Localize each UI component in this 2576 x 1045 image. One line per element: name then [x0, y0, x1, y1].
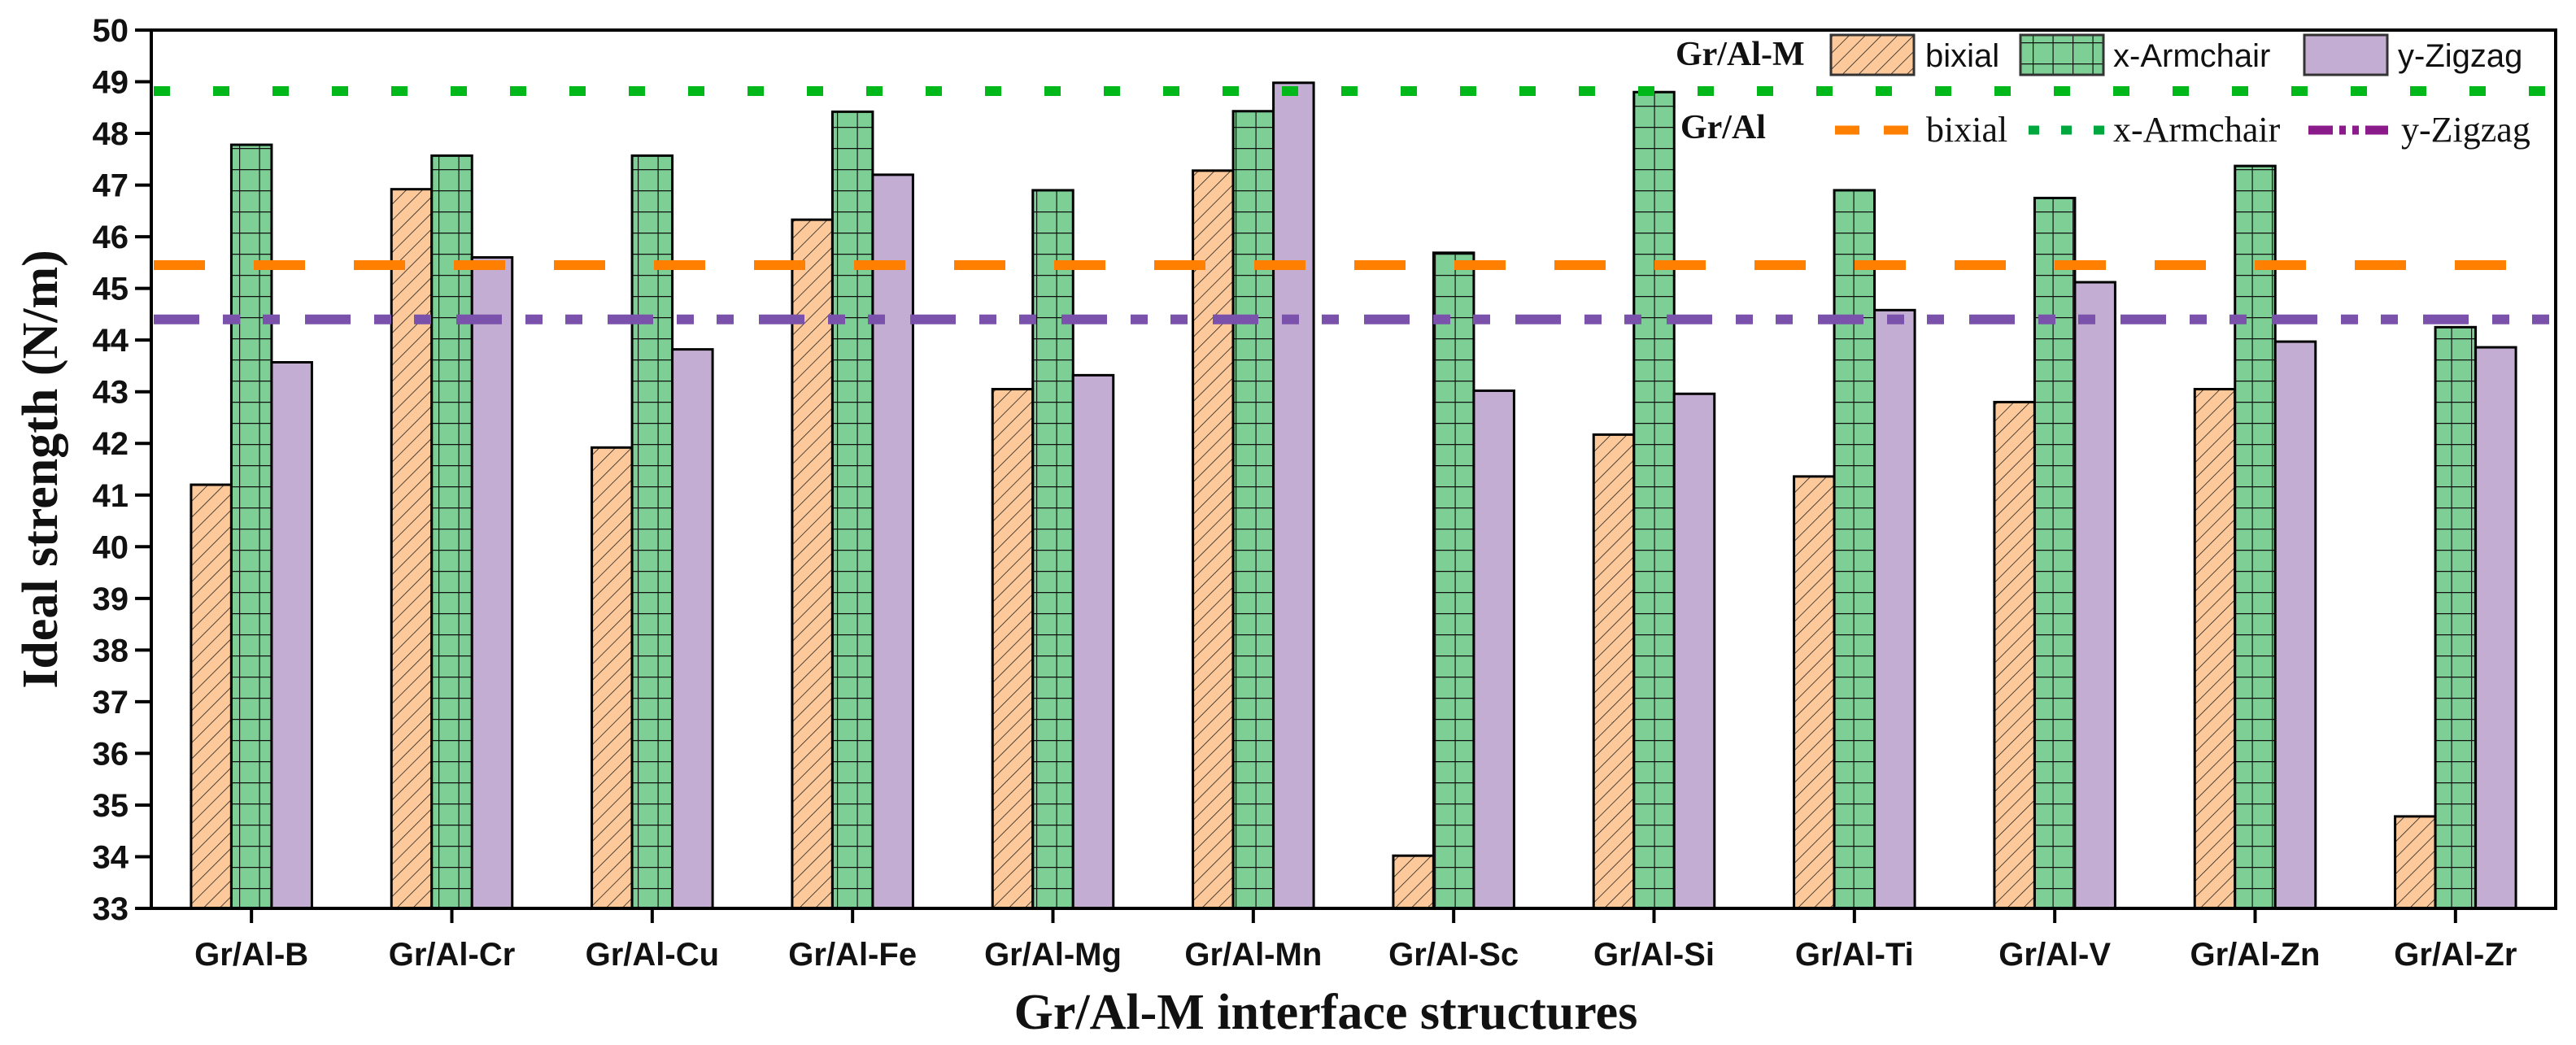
y-tick-label: 50: [93, 13, 129, 49]
bar-x-armchair-gr-al-si: [1632, 90, 1676, 910]
bar-y-zigzag-gr-al-si: [1672, 392, 1716, 910]
bars-layer: [190, 81, 2517, 910]
legend-swatch-bixial: [1829, 33, 1916, 76]
legend-swatch-x-armchair: [2019, 33, 2105, 76]
y-tick-label: 36: [93, 736, 129, 772]
bar-bixial-gr-al-zr: [2394, 815, 2437, 910]
bar-x-armchair-gr-al-sc: [1432, 251, 1475, 910]
x-tick-label: Gr/Al-Cu: [586, 937, 719, 973]
bar-y-zigzag-gr-al-fe: [871, 173, 914, 910]
y-tick-label: 49: [93, 65, 129, 101]
bar-bixial-gr-al-zn: [2193, 388, 2237, 910]
bar-bixial-gr-al-v: [1993, 400, 2036, 910]
y-tick-label: 43: [93, 375, 129, 411]
y-tick-label: 37: [93, 685, 129, 721]
legend: Gr/Al-M bixial x-Armchair y-Zigzag Gr/Al bixi…: [1676, 33, 2530, 150]
x-tick-label: Gr/Al-Mn: [1184, 937, 1322, 973]
bar-bixial-gr-al-cu: [591, 446, 634, 910]
y-tick-label: 46: [93, 220, 129, 255]
bar-x-armchair-gr-al-mn: [1231, 110, 1275, 910]
y-tick-label: 39: [93, 581, 129, 617]
axes-layer: Gr/Al-B Gr/Al-Cr Gr/Al-Cu Gr/Al-Fe Gr/Al-Mg G…: [93, 13, 2557, 973]
bar-bixial-gr-al-cr: [390, 188, 434, 910]
bar-y-zigzag-gr-al-b: [270, 360, 313, 910]
legend-group-title-gr-al: Gr/Al: [1680, 109, 1766, 146]
x-tick-label: Gr/Al-V: [1998, 937, 2111, 973]
bar-x-armchair-gr-al-v: [2033, 196, 2077, 910]
bar-y-zigzag-gr-al-sc: [1472, 389, 1515, 910]
reference-lines-layer: [154, 85, 2556, 324]
y-tick-label: 34: [93, 839, 129, 875]
bar-y-zigzag-gr-al-zr: [2474, 346, 2517, 910]
x-tick-label: Gr/Al-Cr: [389, 937, 516, 973]
bar-bixial-gr-al-si: [1592, 433, 1636, 910]
y-tick-label: 48: [93, 116, 129, 152]
bar-y-zigzag-gr-al-ti: [1873, 308, 1916, 910]
bar-y-zigzag-gr-al-cu: [671, 348, 714, 910]
y-tick-label: 38: [93, 633, 129, 668]
bar-x-armchair-gr-al-fe: [830, 110, 874, 910]
bar-bixial-gr-al-b: [190, 483, 233, 910]
bar-y-zigzag-gr-al-mg: [1071, 373, 1115, 910]
bar-x-armchair-gr-al-mg: [1031, 189, 1074, 910]
y-tick-label: 42: [93, 426, 129, 462]
bar-y-zigzag-gr-al-cr: [470, 256, 514, 910]
x-tick-label: Gr/Al-Zn: [2190, 937, 2321, 973]
x-tick-label: Gr/Al-Mg: [984, 937, 1122, 973]
legend-swatch-y-zigzag: [2303, 33, 2389, 76]
x-tick-label: Gr/Al-Fe: [788, 937, 917, 973]
bar-y-zigzag-gr-al-v: [2073, 281, 2116, 910]
legend-ref-label-x-armchair: x-Armchair: [2113, 110, 2281, 150]
y-tick-label: 33: [93, 891, 129, 927]
x-axis-title: Gr/Al-M interface structures: [1014, 985, 1638, 1040]
x-tick-label: Gr/Al-B: [194, 937, 308, 973]
legend-label-x-armchair: x-Armchair: [2113, 38, 2270, 74]
bar-bixial-gr-al-mg: [991, 388, 1035, 910]
bar-x-armchair-gr-al-cu: [630, 154, 674, 910]
y-tick-label: 47: [93, 168, 129, 204]
bar-bixial-gr-al-ti: [1793, 475, 1836, 910]
bar-y-zigzag-gr-al-zn: [2273, 340, 2317, 910]
y-tick-label: 40: [93, 529, 129, 565]
y-tick-label: 44: [93, 323, 129, 359]
plot-frame: [150, 28, 2557, 910]
bar-x-armchair-gr-al-b: [229, 143, 273, 910]
y-axis-title: Ideal strength (N/m): [13, 250, 68, 689]
bar-bixial-gr-al-sc: [1392, 854, 1435, 910]
bar-x-armchair-gr-al-zn: [2234, 164, 2277, 910]
y-tick-label: 45: [93, 272, 129, 307]
x-tick-label: Gr/Al-Sc: [1388, 937, 1519, 973]
x-tick-label: Gr/Al-Zr: [2394, 937, 2517, 973]
legend-ref-label-y-zigzag: y-Zigzag: [2401, 110, 2530, 150]
y-tick-label: 35: [93, 788, 129, 824]
legend-label-y-zigzag: y-Zigzag: [2398, 38, 2522, 74]
bar-x-armchair-gr-al-zr: [2434, 325, 2478, 910]
bar-y-zigzag-gr-al-mn: [1272, 81, 1315, 910]
legend-label-bixial: bixial: [1925, 38, 1999, 74]
legend-group-title-gr-al-m: Gr/Al-M: [1676, 36, 1805, 73]
legend-ref-label-bixial: bixial: [1926, 110, 2007, 150]
bar-x-armchair-gr-al-cr: [430, 154, 473, 910]
x-tick-label: Gr/Al-Ti: [1795, 937, 1914, 973]
x-tick-label: Gr/Al-Si: [1593, 937, 1715, 973]
y-tick-label: 41: [93, 478, 129, 514]
bar-bixial-gr-al-mn: [1192, 169, 1235, 910]
bar-x-armchair-gr-al-ti: [1833, 189, 1876, 910]
